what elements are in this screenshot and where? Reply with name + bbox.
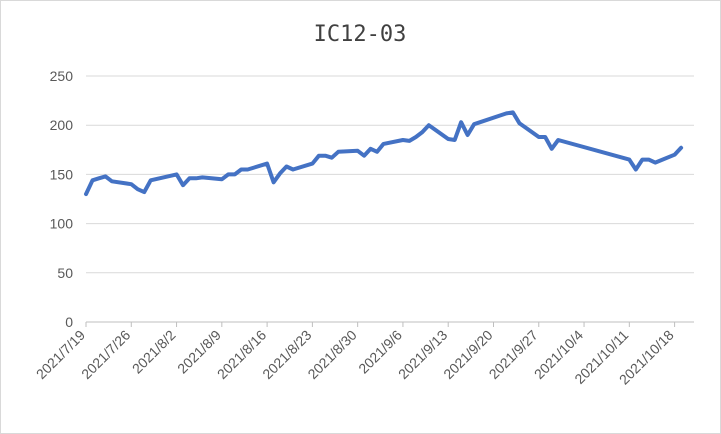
y-tick-label: 250 (50, 68, 74, 84)
y-tick-label: 200 (50, 117, 74, 133)
x-tick-label: 2021/7/26 (78, 327, 134, 383)
y-tick-label: 100 (50, 216, 74, 232)
series-group (84, 110, 684, 197)
x-axis (85, 321, 694, 327)
x-tick-label: 2021/8/2 (129, 327, 179, 377)
y-tick-label: 50 (57, 265, 73, 281)
series-line (84, 110, 684, 197)
y-tick-label: 0 (65, 314, 73, 330)
x-tick-label: 2021/8/30 (304, 327, 360, 383)
x-axis-tick-labels: 2021/7/192021/7/262021/8/22021/8/92021/8… (33, 327, 677, 388)
y-axis-tick-labels: 0 50 100 150 200 250 (50, 68, 74, 330)
gridlines (86, 75, 694, 274)
y-tick-label: 150 (50, 166, 74, 182)
chart-title: IC12-03 (314, 22, 407, 47)
